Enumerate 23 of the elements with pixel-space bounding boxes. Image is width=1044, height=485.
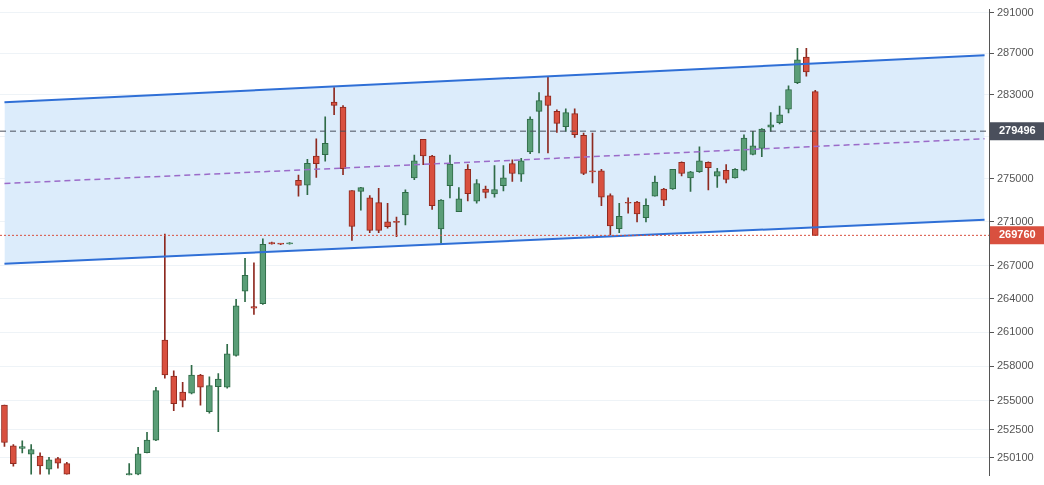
candlestick — [125, 463, 133, 476]
ref-line-label: 269760 — [999, 228, 1036, 241]
y-tick-label: 252500 — [997, 422, 1034, 435]
y-tick-label: 255000 — [997, 393, 1034, 406]
y-tick-label: 267000 — [997, 258, 1034, 271]
y-tick-label: 264000 — [997, 291, 1034, 304]
candlestick — [544, 76, 552, 154]
candlestick — [250, 262, 258, 315]
y-tick-label: 275000 — [997, 171, 1034, 184]
y-tick-label: 261000 — [997, 325, 1034, 338]
candlestick — [214, 373, 222, 433]
y-tick-label: 287000 — [997, 46, 1034, 59]
candlestick — [357, 187, 365, 211]
y-tick-label: 271000 — [997, 214, 1034, 227]
y-tick-label: 283000 — [997, 87, 1034, 100]
candlestick — [312, 138, 320, 178]
candlestick — [27, 444, 35, 475]
y-tick-label: 250100 — [997, 450, 1034, 463]
y-tick-label: 291000 — [997, 5, 1034, 18]
candlestick — [624, 197, 632, 214]
ref-line-label: 279496 — [999, 124, 1036, 137]
candlestick — [535, 92, 543, 154]
y-tick-label: 258000 — [997, 359, 1034, 372]
